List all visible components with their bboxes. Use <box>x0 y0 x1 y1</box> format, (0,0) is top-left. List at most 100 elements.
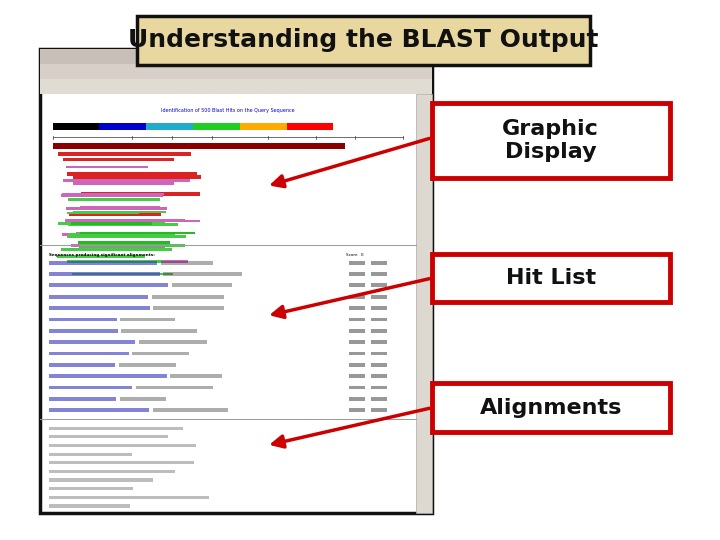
Bar <box>132 352 189 355</box>
Bar <box>73 211 166 213</box>
Bar <box>69 260 188 263</box>
Bar <box>81 232 194 234</box>
Bar <box>58 255 145 258</box>
Bar <box>66 166 148 168</box>
Bar <box>371 363 387 367</box>
Bar <box>349 408 365 412</box>
Bar <box>349 374 365 378</box>
Bar <box>371 408 387 412</box>
Bar <box>49 261 157 265</box>
Bar <box>49 487 133 490</box>
Bar <box>146 123 193 130</box>
FancyBboxPatch shape <box>432 103 670 178</box>
Bar <box>49 435 168 438</box>
Bar <box>80 206 160 209</box>
Bar <box>66 235 186 238</box>
Bar <box>66 219 185 222</box>
Bar <box>49 329 118 333</box>
Bar <box>49 496 209 499</box>
Bar <box>349 272 365 276</box>
Bar <box>62 233 170 236</box>
Bar <box>73 175 201 179</box>
Bar <box>349 340 365 344</box>
Bar <box>371 374 387 378</box>
Bar <box>371 306 387 310</box>
Bar <box>371 352 387 355</box>
FancyBboxPatch shape <box>432 383 670 432</box>
Bar <box>72 273 173 275</box>
Bar <box>120 318 175 321</box>
Bar <box>68 223 178 226</box>
Bar <box>49 295 148 299</box>
Bar <box>371 318 387 321</box>
Bar <box>49 408 149 412</box>
Bar <box>79 247 165 249</box>
Bar <box>40 79 432 94</box>
Bar <box>69 212 161 216</box>
Bar <box>349 352 365 355</box>
Bar <box>371 284 387 287</box>
FancyBboxPatch shape <box>137 16 590 65</box>
Bar <box>49 284 168 287</box>
Bar <box>371 261 387 265</box>
Bar <box>349 329 365 333</box>
Bar <box>349 386 365 389</box>
Bar <box>49 386 132 389</box>
Bar <box>153 408 228 412</box>
Bar <box>49 478 153 482</box>
Bar <box>49 397 117 401</box>
Bar <box>49 363 115 367</box>
Bar <box>53 123 99 130</box>
Bar <box>170 374 222 378</box>
Bar <box>153 306 224 310</box>
Bar <box>53 143 345 149</box>
Bar <box>349 306 365 310</box>
Bar <box>67 260 163 263</box>
Bar <box>49 504 130 508</box>
Bar <box>80 244 186 247</box>
Bar <box>61 194 163 197</box>
Bar <box>76 232 168 234</box>
Bar <box>49 318 117 321</box>
Bar <box>349 261 365 265</box>
Bar <box>81 192 200 196</box>
Bar <box>139 340 207 344</box>
Bar <box>371 272 387 276</box>
Bar <box>58 152 192 156</box>
Bar <box>49 470 175 473</box>
Bar <box>49 444 196 447</box>
Bar <box>49 306 150 310</box>
Bar <box>61 193 164 195</box>
Bar <box>120 397 166 401</box>
Bar <box>400 52 408 61</box>
Bar <box>371 329 387 333</box>
Text: Hit List: Hit List <box>505 268 596 288</box>
Text: Alignments: Alignments <box>480 397 622 418</box>
Bar <box>49 461 194 464</box>
Bar <box>371 340 387 344</box>
Bar <box>371 397 387 401</box>
Bar <box>416 94 432 513</box>
Bar <box>122 329 197 333</box>
Bar <box>68 198 160 201</box>
Text: Identification of 500 Blast Hits on the Query Sequence: Identification of 500 Blast Hits on the … <box>161 107 294 113</box>
Bar <box>49 352 129 355</box>
Bar <box>49 272 160 276</box>
Bar <box>349 363 365 367</box>
Bar <box>71 222 152 225</box>
Bar <box>63 179 190 182</box>
Bar <box>49 374 166 378</box>
Bar <box>49 427 184 430</box>
Bar <box>119 363 176 367</box>
Bar <box>78 241 170 244</box>
Bar <box>60 248 172 251</box>
Bar <box>136 386 213 389</box>
Bar <box>371 386 387 389</box>
Bar <box>40 49 432 64</box>
Bar <box>49 340 135 344</box>
Bar <box>69 233 175 236</box>
Bar <box>40 64 432 79</box>
Bar <box>58 222 165 225</box>
Bar <box>420 52 428 61</box>
Bar <box>99 123 146 130</box>
